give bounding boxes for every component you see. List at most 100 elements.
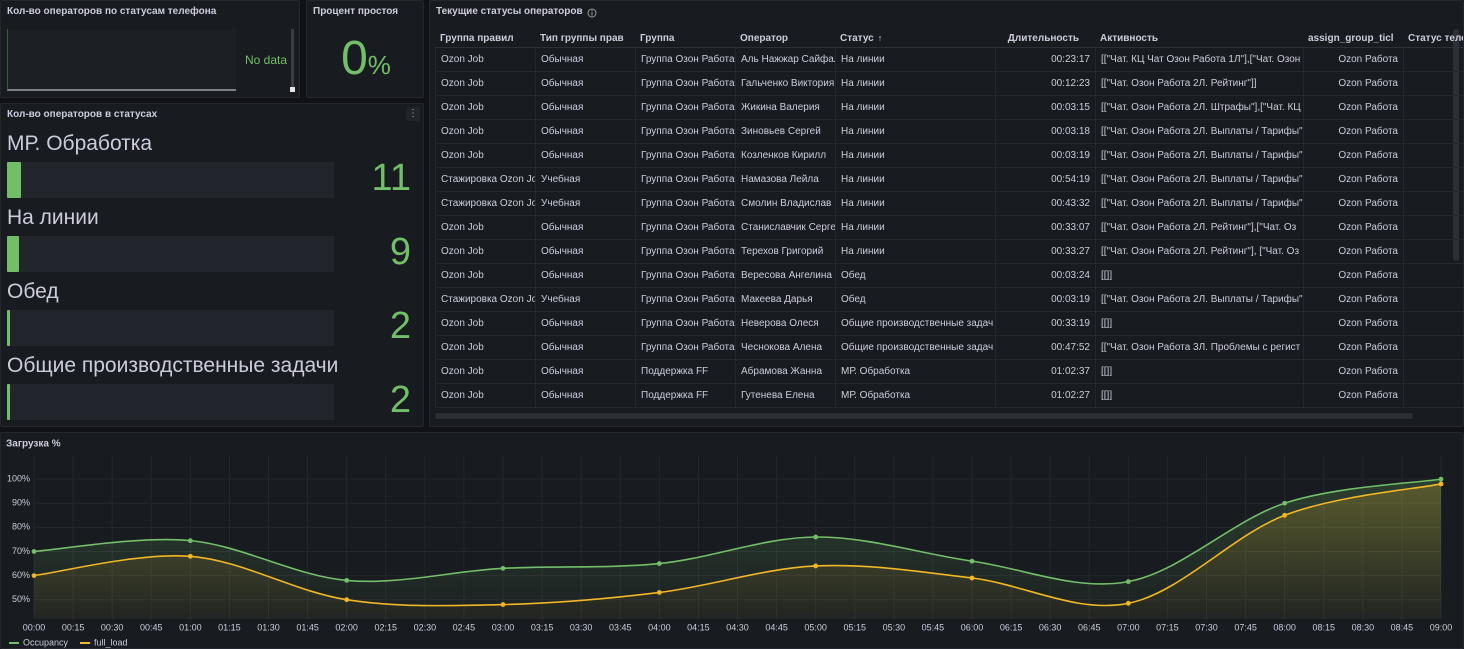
table-cell: Ozon Job bbox=[435, 120, 535, 144]
panel-menu[interactable]: ⋮ bbox=[406, 107, 420, 121]
table-cell: Поддержка FF bbox=[635, 384, 735, 408]
table-cell: Ozon Работа bbox=[1303, 48, 1403, 72]
empty-sparkline bbox=[7, 29, 236, 91]
gauge-label: Общие производственные задачи bbox=[7, 354, 339, 377]
table-cell: Гальченко Виктория bbox=[735, 72, 835, 96]
data-point bbox=[656, 561, 662, 566]
table-cell: Обычная bbox=[535, 72, 635, 96]
empty-cell bbox=[1403, 72, 1463, 96]
x-tick-label: 01:45 bbox=[296, 622, 319, 632]
table-cell: Ozon Работа bbox=[1303, 168, 1403, 192]
table-cell: Ozon Job bbox=[435, 144, 535, 168]
x-tick-label: 00:30 bbox=[101, 622, 124, 632]
empty-cell bbox=[1403, 48, 1463, 72]
x-tick-label: 03:00 bbox=[492, 622, 515, 632]
empty-cell bbox=[1403, 192, 1463, 216]
header-text: Статус bbox=[840, 33, 874, 44]
x-tick-label: 06:30 bbox=[1039, 622, 1062, 632]
table-cell: 00:33:07 bbox=[995, 216, 1095, 240]
x-tick-label: 05:45 bbox=[922, 622, 945, 632]
gauge-track bbox=[7, 162, 334, 198]
table-cell: Аль Нажжар Сайфал bbox=[735, 48, 835, 72]
table-cell: Группа Озон Работа bbox=[635, 288, 735, 312]
table-cell: Ozon Работа bbox=[1303, 96, 1403, 120]
x-tick-label: 09:00 bbox=[1430, 622, 1453, 632]
table-cell: Группа Озон Работа bbox=[635, 72, 735, 96]
table-cell: Ozon Job bbox=[435, 240, 535, 264]
table-cell: Ozon Job bbox=[435, 48, 535, 72]
table-cell: [["Чат. Озон Работа 2Л. Штрафы"],["Чат. … bbox=[1095, 96, 1303, 120]
gauge-bar bbox=[7, 384, 10, 420]
table-cell: Ozon Работа bbox=[1303, 144, 1403, 168]
header-text: Группа правил bbox=[440, 33, 514, 44]
data-point bbox=[1438, 476, 1444, 482]
empty-cell bbox=[1403, 288, 1463, 312]
table-cell: 00:03:19 bbox=[995, 144, 1095, 168]
table-cell: [["Чат. КЦ Чат Озон Работа 1Л"],["Чат. О… bbox=[1095, 48, 1303, 72]
x-tick-label: 02:00 bbox=[335, 622, 358, 632]
table-cell: Обычная bbox=[535, 312, 635, 336]
column-header[interactable]: Группа правил bbox=[435, 29, 535, 48]
table-cell: Обед bbox=[835, 288, 995, 312]
table-cell: Ozon Работа bbox=[1303, 240, 1403, 264]
table-cell: 00:12:23 bbox=[995, 72, 1095, 96]
table-cell: Ozon Работа bbox=[1303, 336, 1403, 360]
scroll-handle[interactable] bbox=[290, 87, 295, 92]
y-tick-label: 60% bbox=[12, 570, 30, 580]
table-cell: [["Чат. Озон Работа 2Л. Выплаты / Тарифы… bbox=[1095, 144, 1303, 168]
table-cell: Ozon Job bbox=[435, 384, 535, 408]
column-header[interactable]: Активность bbox=[1095, 29, 1303, 48]
table-cell: Группа Озон Работа bbox=[635, 120, 735, 144]
area-fill bbox=[34, 483, 1441, 619]
table-cell: [[]] bbox=[1095, 312, 1303, 336]
gauge-value: 9 bbox=[389, 231, 411, 273]
scrollbar[interactable] bbox=[291, 29, 294, 87]
chart-panel: Загрузка % 00:00 00:15 00:30 00:45 01:00 01:1… bbox=[0, 432, 1464, 649]
info-icon[interactable] bbox=[587, 8, 597, 18]
column-header[interactable]: Тип группы прав bbox=[535, 29, 635, 48]
table-cell: Намазова Лейла bbox=[735, 168, 835, 192]
empty-cell bbox=[1403, 384, 1463, 408]
series-line bbox=[33, 478, 1442, 585]
table-cell: Станиславчик Серге bbox=[735, 216, 835, 240]
table-cell: Ozon Работа bbox=[1303, 264, 1403, 288]
data-point bbox=[31, 549, 37, 554]
y-tick-label: 70% bbox=[12, 546, 30, 556]
empty-cell bbox=[1403, 216, 1463, 240]
column-header[interactable]: Группа bbox=[635, 29, 735, 48]
column-header[interactable]: Статус ↑ bbox=[835, 29, 995, 48]
x-tick-label: 07:15 bbox=[1156, 622, 1179, 632]
gauge-track bbox=[7, 236, 334, 272]
sort-arrow: ↑ bbox=[877, 33, 883, 43]
horizontal-scrollbar[interactable] bbox=[435, 413, 1413, 419]
x-tick-label: 06:15 bbox=[1000, 622, 1023, 632]
column-header[interactable]: assign_group_ticl bbox=[1303, 29, 1403, 48]
vertical-scrollbar[interactable] bbox=[1453, 29, 1459, 261]
table-cell: Ozon Работа bbox=[1303, 384, 1403, 408]
table-cell: Ozon Работа bbox=[1303, 312, 1403, 336]
column-header[interactable]: Длительность bbox=[995, 29, 1095, 48]
table-cell: Группа Озон Работа bbox=[635, 48, 735, 72]
gauge-bar bbox=[7, 310, 10, 346]
x-tick-label: 06:00 bbox=[961, 622, 984, 632]
column-header[interactable]: Оператор bbox=[735, 29, 835, 48]
x-tick-label: 00:15 bbox=[62, 622, 85, 632]
table-cell: Гутенева Елена bbox=[735, 384, 835, 408]
table-cell: Обычная bbox=[535, 360, 635, 384]
table-cell: 01:02:37 bbox=[995, 360, 1095, 384]
table-cell: На линии bbox=[835, 72, 995, 96]
table-cell: Ozon Работа bbox=[1303, 216, 1403, 240]
legend-label[interactable]: full_load bbox=[94, 637, 128, 647]
data-point bbox=[969, 575, 975, 581]
table-cell: Козленков Кирилл bbox=[735, 144, 835, 168]
table-cell: [["Чат. Озон Работа 2Л. Выплаты / Тарифы… bbox=[1095, 288, 1303, 312]
x-tick-label: 06:45 bbox=[1078, 622, 1101, 632]
table-cell: Обычная bbox=[535, 96, 635, 120]
gauge-label: Обед bbox=[7, 280, 59, 303]
column-header[interactable]: Статус теле bbox=[1403, 29, 1463, 48]
table-cell: [["Чат. Озон Работа 2Л. Выплаты / Тарифы… bbox=[1095, 168, 1303, 192]
table-cell: Обычная bbox=[535, 120, 635, 144]
table-cell: МР. Обработка bbox=[835, 360, 995, 384]
legend-label[interactable]: Occupancy bbox=[23, 637, 69, 647]
x-tick-label: 03:15 bbox=[531, 622, 554, 632]
